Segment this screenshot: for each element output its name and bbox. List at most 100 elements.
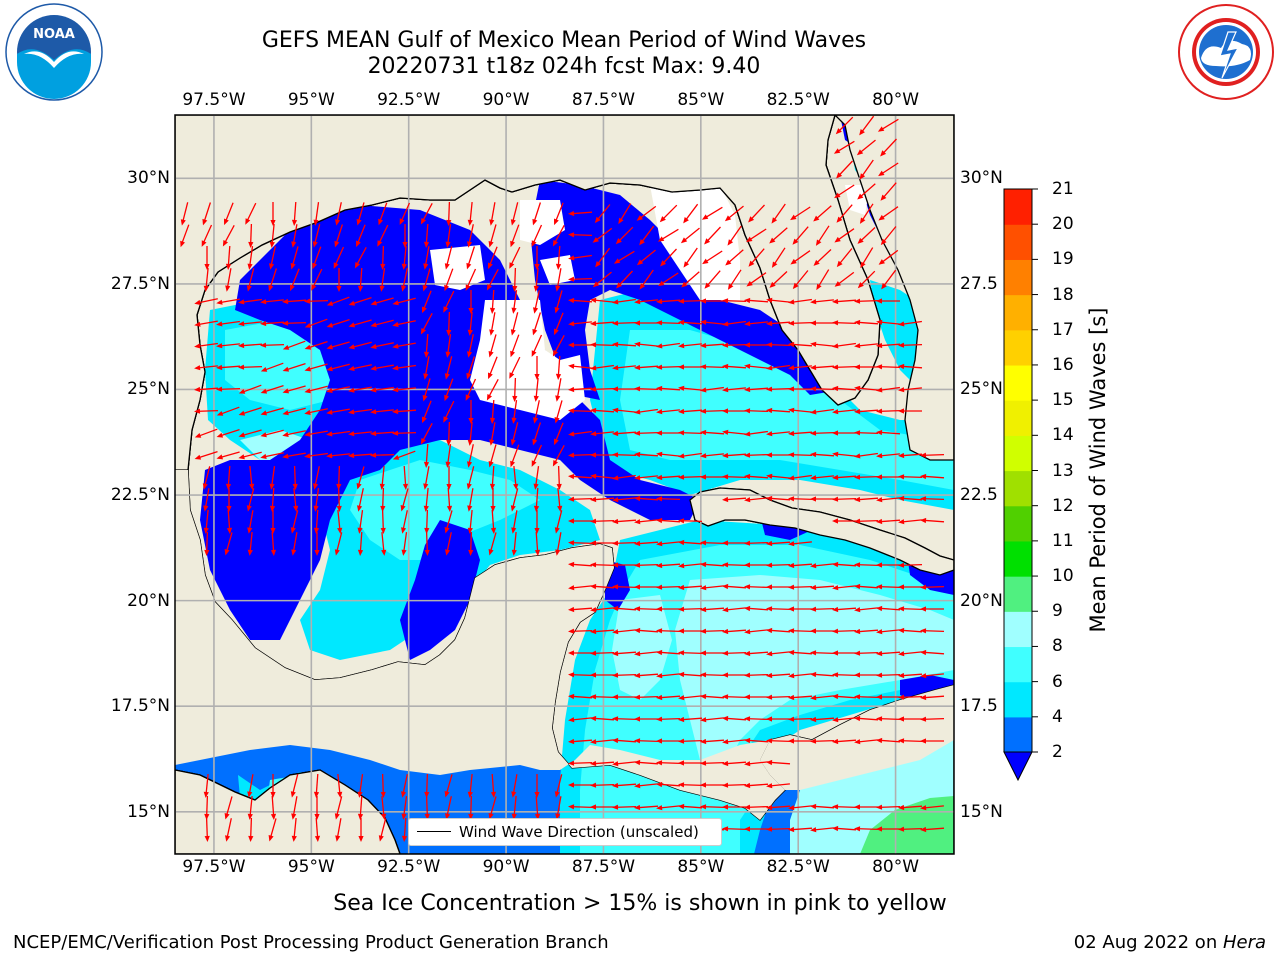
wave-arrow — [357, 795, 364, 820]
wave-arrow — [854, 518, 879, 524]
wave-arrow — [920, 517, 945, 524]
wave-arrow — [334, 532, 343, 556]
wave-arrow — [354, 246, 367, 269]
wave-arrow — [392, 450, 416, 460]
wave-arrow — [810, 606, 835, 612]
wave-arrow — [511, 532, 517, 556]
wave-arrow — [511, 290, 518, 314]
wave-arrow — [656, 430, 680, 436]
wave-arrow — [348, 364, 372, 371]
wave-arrow — [326, 318, 350, 328]
wave-arrow — [744, 605, 769, 612]
wave-arrow — [788, 738, 812, 744]
wave-arrow — [766, 297, 790, 303]
wave-arrow — [832, 804, 857, 810]
lat-tick-right-1: 27.5 — [960, 273, 998, 294]
wave-arrow — [270, 531, 277, 556]
wave-arrow — [878, 162, 899, 177]
wave-arrow — [490, 488, 496, 512]
wave-arrow — [722, 474, 747, 480]
wave-arrow — [700, 717, 724, 723]
wave-arrow — [423, 488, 429, 512]
wave-arrow — [446, 311, 452, 336]
wave-arrow — [876, 497, 900, 503]
wave-arrow — [766, 584, 790, 590]
wave-arrow — [194, 450, 218, 460]
wave-arrow — [788, 430, 813, 437]
wave-arrow — [216, 428, 240, 438]
wave-arrow — [203, 774, 209, 798]
wave-arrow — [744, 473, 769, 480]
wave-arrow — [238, 406, 262, 416]
wave-arrow — [700, 760, 725, 766]
wave-arrow — [656, 781, 681, 788]
wave-arrow — [854, 452, 878, 459]
wave-arrow — [554, 400, 563, 424]
wave-arrow — [238, 364, 263, 370]
wave-arrow — [722, 429, 746, 435]
wave-arrow — [590, 628, 615, 635]
wave-arrow — [854, 496, 879, 503]
wave-arrow — [314, 532, 320, 556]
wave-arrow — [422, 400, 432, 424]
wave-arrow — [876, 453, 900, 459]
wave-arrow — [810, 364, 835, 371]
wave-arrow — [876, 364, 901, 370]
wave-arrow — [216, 364, 241, 371]
wave-arrow — [898, 562, 923, 568]
wave-arrow — [304, 408, 328, 415]
wave-arrow — [898, 826, 923, 832]
wave-arrow — [443, 400, 455, 423]
colorbar-segment — [1004, 259, 1032, 296]
wave-arrow — [293, 488, 299, 512]
wave-arrow — [314, 796, 320, 820]
wave-arrow — [568, 738, 593, 745]
wave-arrow — [392, 342, 416, 349]
wave-arrow — [443, 290, 455, 313]
wave-arrow — [468, 400, 474, 424]
wave-arrow — [180, 224, 190, 248]
wave-arrow — [854, 364, 878, 370]
wave-arrow — [636, 205, 657, 221]
wave-arrow — [790, 250, 811, 265]
wave-arrow — [466, 356, 476, 380]
wave-arrow — [920, 673, 944, 679]
wave-arrow — [204, 246, 210, 270]
wave-arrow — [424, 509, 430, 534]
wave-arrow — [659, 204, 678, 223]
wave-arrow — [876, 298, 900, 304]
wave-arrow — [898, 606, 923, 612]
wave-arrow — [465, 268, 477, 291]
wave-arrow — [194, 386, 219, 393]
wave-arrow — [568, 650, 592, 656]
wave-arrow — [856, 139, 876, 156]
wave-arrow — [486, 268, 499, 291]
wave-arrow — [612, 761, 636, 767]
wave-arrow — [290, 774, 299, 798]
wave-arrow — [511, 510, 518, 534]
wave-arrow — [722, 320, 746, 327]
wave-arrow — [744, 826, 768, 832]
wave-arrow — [590, 407, 615, 414]
wave-arrow — [612, 518, 637, 525]
wave-arrow — [291, 818, 297, 842]
wave-arrow — [766, 562, 791, 568]
wave-arrow — [568, 473, 593, 480]
wave-arrow — [634, 341, 658, 347]
wave-arrow — [612, 386, 636, 392]
wave-arrow — [248, 223, 254, 248]
wave-arrow — [832, 430, 856, 436]
wave-arrow — [568, 717, 592, 723]
colorbar-tick-label: 4 — [1052, 706, 1063, 727]
wave-arrow — [656, 628, 681, 634]
wave-arrow — [854, 319, 879, 326]
wave-arrow — [590, 342, 615, 348]
lon-tick-bottom-0: 97.5°W — [182, 857, 246, 877]
wave-arrow — [656, 409, 680, 415]
wave-arrow — [836, 204, 853, 223]
wave-arrow — [744, 452, 769, 458]
wave-arrow — [247, 774, 254, 798]
wave-arrow — [744, 408, 769, 414]
wave-arrow — [488, 334, 497, 358]
wave-arrow — [467, 422, 473, 446]
